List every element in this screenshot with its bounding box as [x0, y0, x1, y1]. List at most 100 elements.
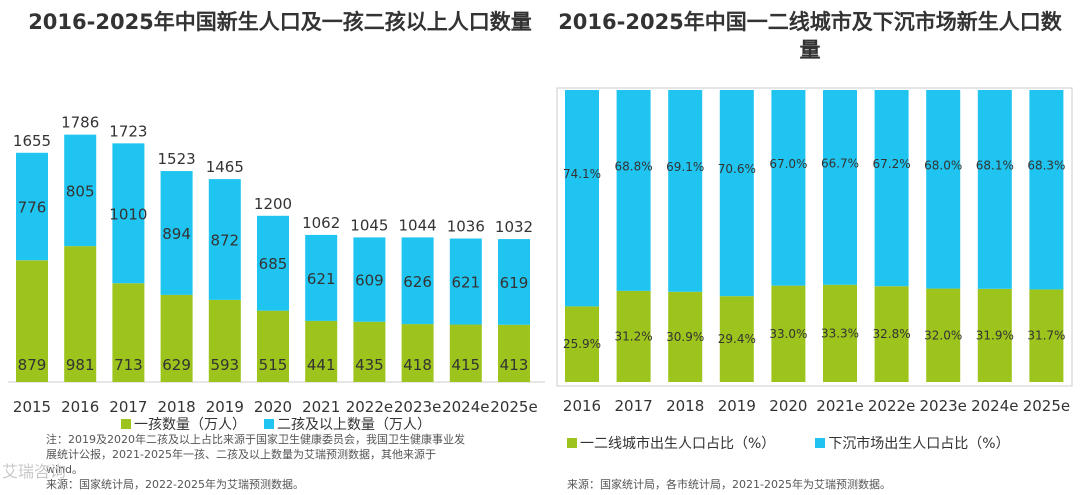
data-label-tier12: 33.0% — [769, 327, 807, 341]
data-label-second-child: 1010 — [109, 205, 147, 223]
bar-lower-tier-share — [926, 90, 961, 289]
data-label-first-child: 418 — [403, 356, 432, 374]
x-tick-label: 2018 — [666, 397, 704, 415]
data-label-second-child: 872 — [210, 231, 239, 249]
data-label-second-child: 685 — [259, 255, 288, 273]
bar-tier12-share — [1029, 289, 1064, 382]
bar-first-child — [208, 299, 241, 382]
x-tick-label: 2020 — [769, 397, 807, 415]
data-label-tier12: 31.2% — [615, 329, 653, 343]
bar-second-child — [160, 171, 193, 295]
x-tick-label: 2025e — [1023, 397, 1070, 415]
data-label-second-child: 619 — [500, 274, 529, 292]
x-tick-label: 2019 — [718, 397, 756, 415]
bar-second-child — [305, 234, 338, 321]
footnote-line: wind。 — [46, 463, 84, 476]
watermark-logo: 艾瑞咨询 — [2, 462, 67, 481]
data-label-total: 1045 — [350, 216, 388, 234]
data-label-tier12: 30.9% — [666, 330, 704, 344]
data-label-total: 1200 — [254, 195, 292, 213]
data-label-first-child: 413 — [500, 356, 529, 374]
data-label-total: 1786 — [61, 114, 99, 132]
bar-first-child — [449, 324, 482, 382]
left-chart-title: 2016-2025年中国新生人口及一孩二孩以上人口数量 — [28, 10, 532, 34]
x-tick-label: 2021 — [302, 398, 340, 416]
bar-first-child — [498, 324, 530, 382]
bar-lower-tier-share — [823, 90, 857, 285]
x-tick-label: 2017 — [109, 398, 147, 416]
data-label-second-child: 609 — [355, 272, 384, 290]
data-label-second-child: 621 — [307, 270, 336, 288]
data-label-tier12: 25.9% — [563, 337, 601, 351]
data-label-second-child: 776 — [18, 199, 47, 217]
bar-second-child — [257, 215, 289, 311]
data-label-lower-tier: 66.7% — [821, 156, 859, 170]
data-label-tier12: 33.3% — [821, 326, 859, 340]
bar-second-child — [16, 152, 48, 261]
right-source: 来源：国家统计局，各市统计局，2021-2025年为艾瑞预测数据。 — [567, 478, 891, 491]
bar-second-child — [64, 134, 97, 247]
bar-first-child — [160, 294, 193, 382]
bar-second-child — [208, 179, 241, 300]
left-legend: 一孩数量（万人） 二孩及以上数量（万人） — [121, 414, 431, 434]
data-label-tier12: 32.0% — [924, 328, 962, 342]
data-label-first-child: 435 — [355, 356, 384, 374]
bar-first-child — [401, 324, 434, 382]
data-label-total: 1062 — [302, 214, 340, 232]
legend-label: 二孩及以上数量（万人） — [277, 417, 431, 433]
bar-first-child — [64, 246, 97, 382]
data-label-tier12: 31.9% — [976, 328, 1014, 342]
bar-tier12-share — [565, 306, 599, 382]
data-label-total: 1523 — [158, 150, 196, 168]
data-label-first-child: 415 — [451, 356, 480, 374]
bar-tier12-share — [874, 286, 909, 382]
data-label-lower-tier: 69.1% — [666, 160, 704, 174]
data-label-first-child: 593 — [210, 356, 239, 374]
bar-tier12-share — [616, 290, 651, 382]
legend-label: 一孩数量（万人） — [134, 417, 246, 433]
bar-first-child — [305, 320, 338, 382]
x-tick-label: 2017 — [615, 397, 653, 415]
data-label-first-child: 441 — [307, 356, 336, 374]
x-tick-label: 2021e — [816, 397, 863, 415]
data-label-second-child: 894 — [162, 225, 191, 243]
bar-first-child — [353, 321, 386, 382]
legend-label: 下沉市场出生人口占比（%） — [828, 436, 1010, 452]
bar-tier12-share — [977, 288, 1012, 382]
data-label-total: 1036 — [447, 218, 485, 236]
x-tick-label: 2022e — [868, 397, 915, 415]
bar-lower-tier-share — [565, 90, 599, 307]
bar-first-child — [16, 260, 48, 382]
data-label-second-child: 621 — [451, 274, 480, 292]
x-tick-label: 2023e — [919, 397, 966, 415]
data-label-lower-tier: 70.6% — [718, 162, 756, 176]
x-tick-label: 2023e — [394, 398, 441, 416]
data-label-total: 1723 — [109, 122, 147, 140]
legend-item-tier12: 一二线城市出生人口占比（%） — [567, 433, 775, 453]
bar-second-child — [112, 143, 145, 284]
bar-lower-tier-share — [616, 90, 651, 291]
left-chart: 879 776 1655 2015 981 805 1786 2016 713 1010 1723 2… — [8, 114, 545, 416]
legend-item-lower-tier: 下沉市场出生人口占比（%） — [815, 433, 1010, 453]
data-label-tier12: 32.8% — [873, 327, 911, 341]
x-tick-label: 2024e — [971, 397, 1018, 415]
right-chart-title: 2016-2025年中国一二线城市及下沉市场新生人口数量 — [558, 10, 1062, 62]
x-tick-label: 2015 — [13, 398, 51, 416]
data-label-lower-tier: 67.0% — [769, 157, 807, 171]
x-tick-label: 2016 — [61, 398, 99, 416]
x-tick-label: 2016 — [563, 397, 601, 415]
data-label-first-child: 713 — [114, 356, 143, 374]
bar-lower-tier-share — [874, 90, 909, 287]
footnote-line: 展统计公报，2021-2025年一孩、二孩及以上数量为艾瑞预测数据，其他来源于 — [46, 448, 436, 461]
data-label-lower-tier: 68.1% — [976, 158, 1014, 172]
data-label-lower-tier: 74.1% — [563, 167, 601, 181]
bar-tier12-share — [668, 291, 703, 382]
right-chart: 25.9% 74.1% 2016 31.2% 68.8% 2017 30.9% 69.1% 20… — [556, 87, 1073, 415]
data-label-total: 1655 — [13, 132, 51, 150]
data-label-total: 1044 — [399, 216, 437, 234]
bar-lower-tier-share — [977, 90, 1012, 289]
left-footnote: 注：2019及2020年二孩及以上占比来源于国家卫生健康委员会，我国卫生健康事业… — [46, 432, 465, 492]
bar-tier12-share — [719, 296, 754, 382]
bar-lower-tier-share — [668, 90, 703, 292]
data-label-first-child: 879 — [18, 356, 47, 374]
